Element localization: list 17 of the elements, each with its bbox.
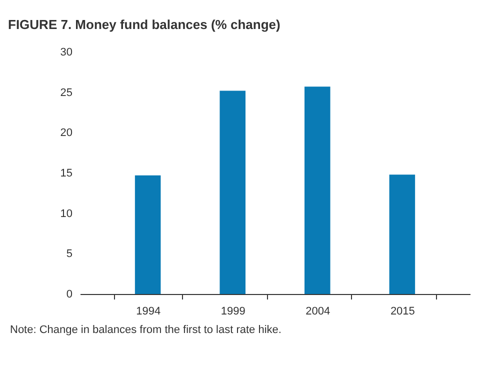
y-tick-label: 10 xyxy=(60,208,72,220)
y-tick-label: 20 xyxy=(60,127,72,140)
x-tick-label: 1999 xyxy=(220,306,246,318)
x-tick-label: 2015 xyxy=(390,306,415,318)
chart-title: FIGURE 7. Money fund balances (% change) xyxy=(8,17,280,32)
bar xyxy=(220,90,246,294)
x-tick-label: 2004 xyxy=(306,306,330,318)
y-tick-label: 30 xyxy=(60,46,72,58)
y-tick-label: 0 xyxy=(66,288,72,300)
x-tick-label: 1994 xyxy=(136,306,161,318)
y-tick-label: 25 xyxy=(60,86,72,99)
bar xyxy=(304,86,330,294)
y-tick-label: 5 xyxy=(66,248,72,260)
bar xyxy=(389,174,416,294)
bar xyxy=(134,175,161,294)
y-tick-label: 15 xyxy=(60,168,72,180)
text: Note: Change in balances from the first to last rate hike. xyxy=(10,324,282,336)
